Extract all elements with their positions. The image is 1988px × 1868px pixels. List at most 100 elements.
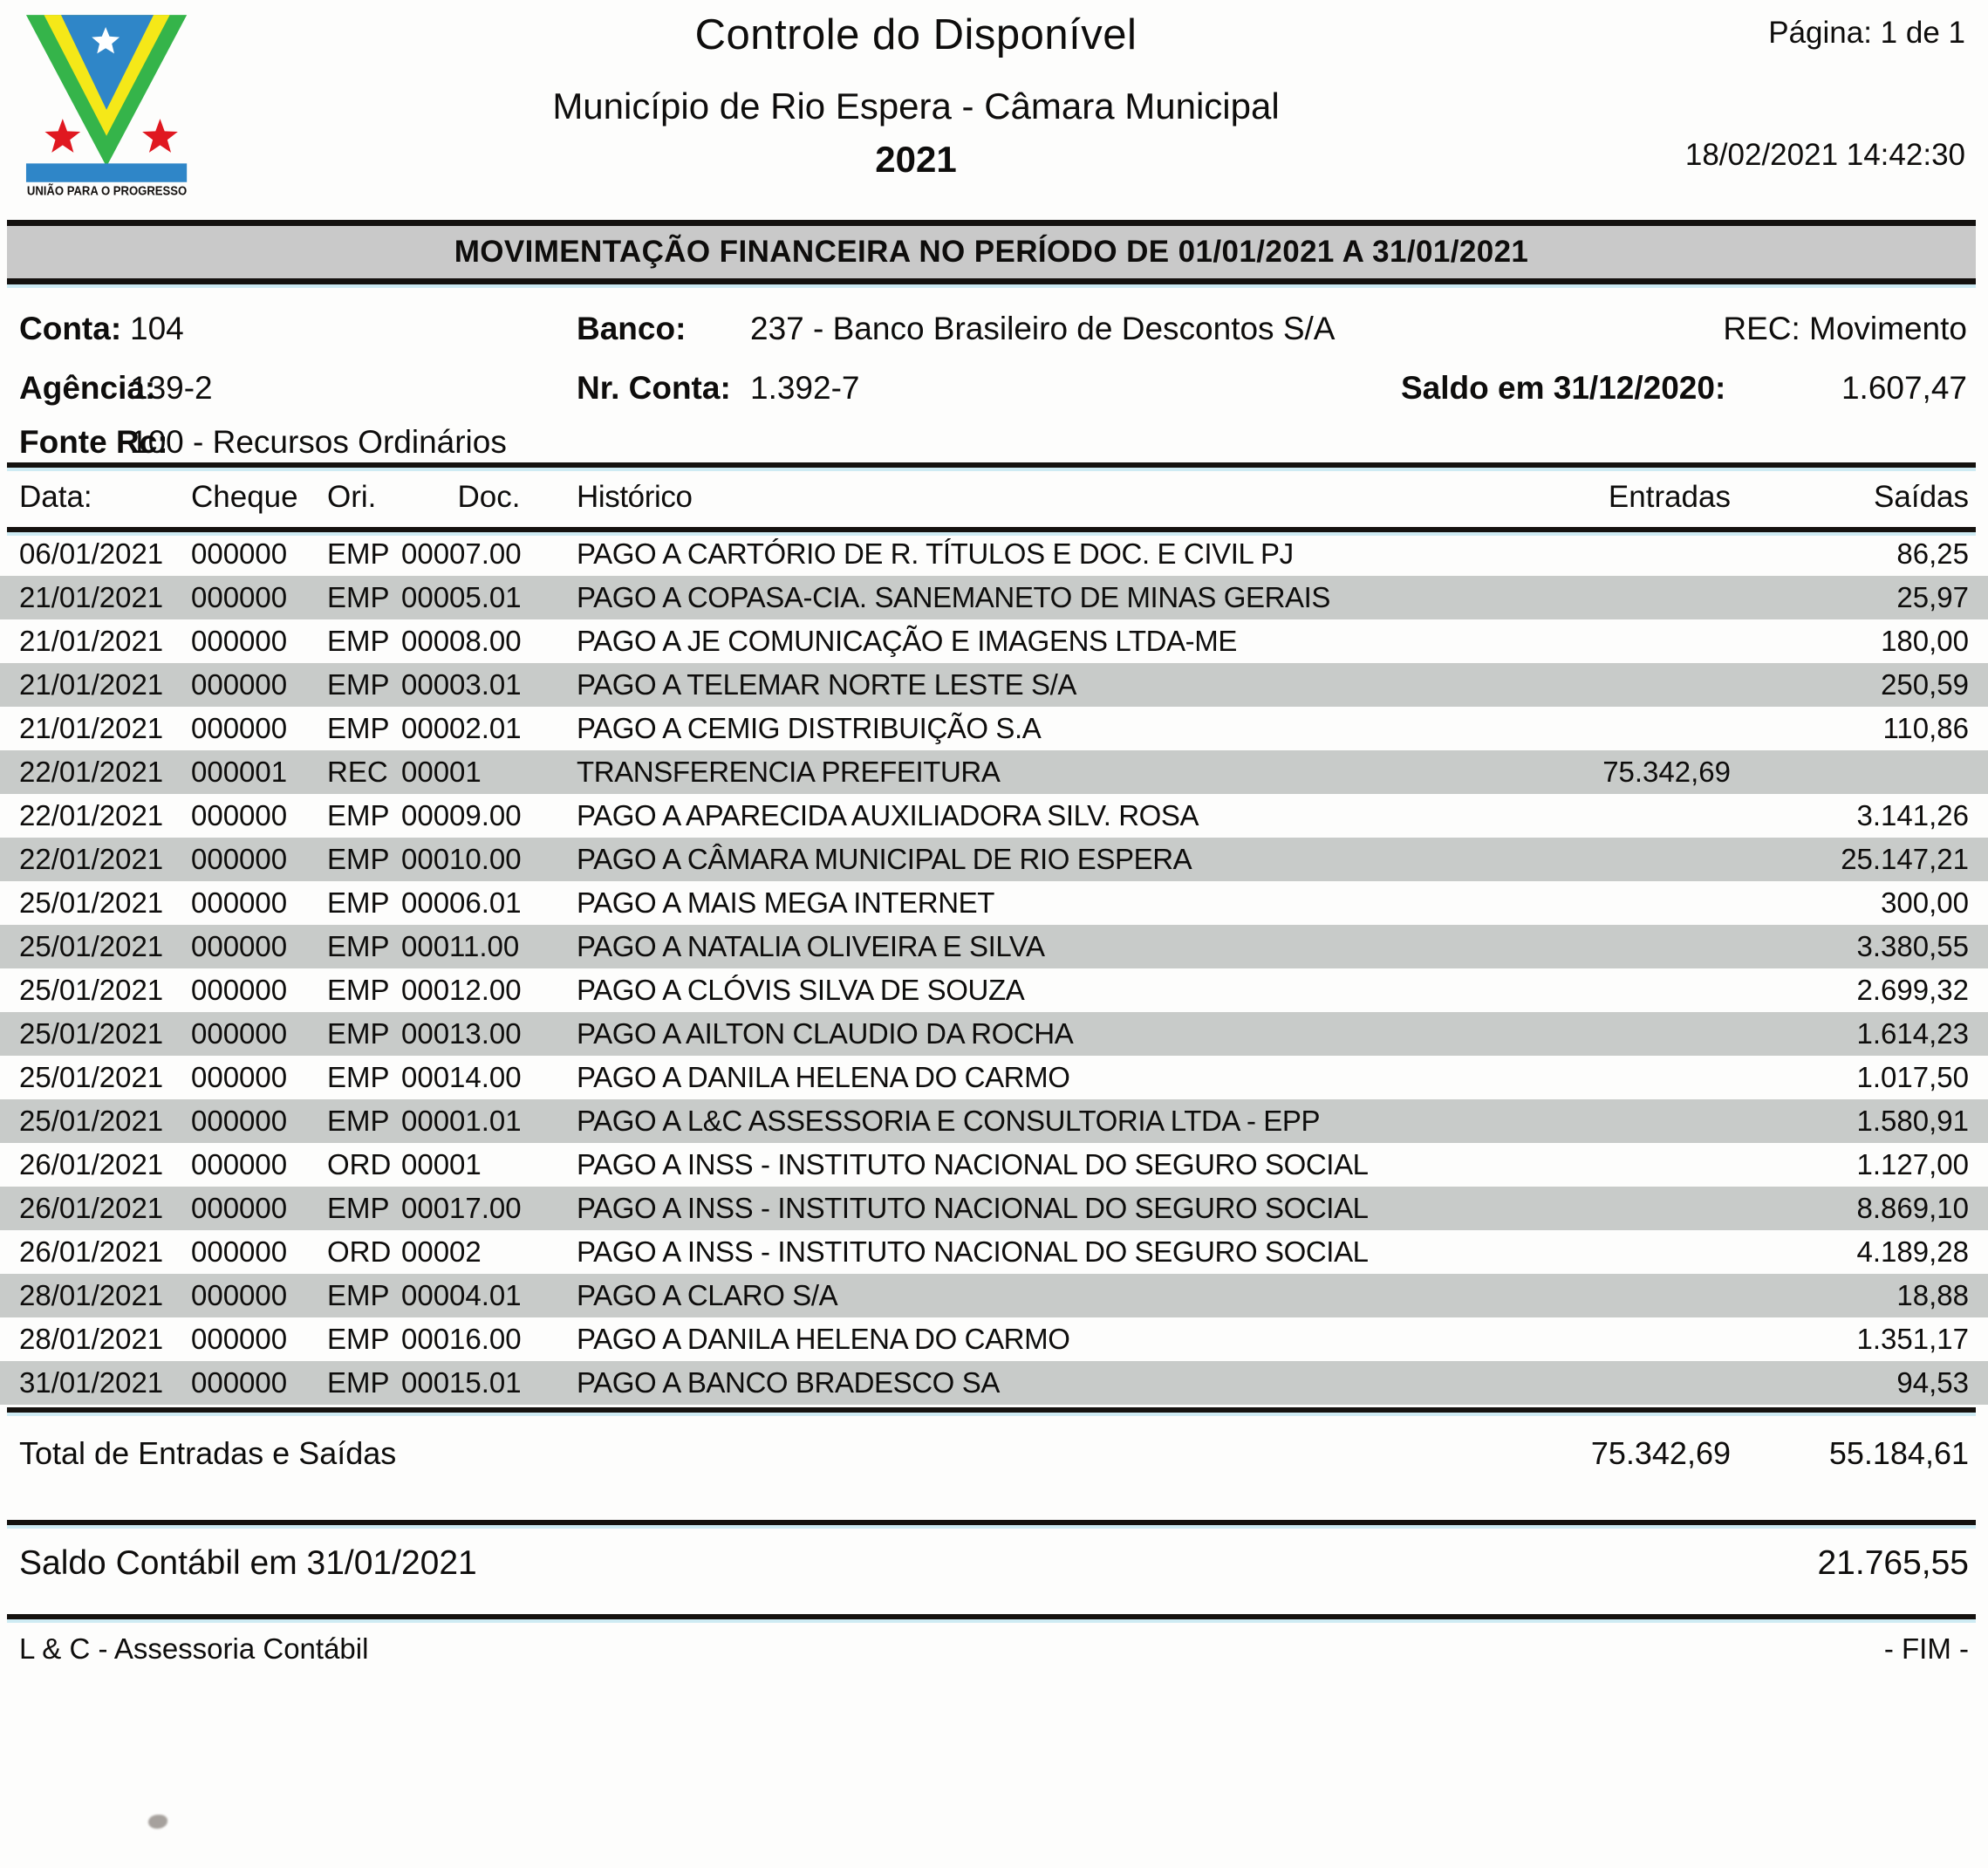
cell-ori: EMP: [327, 799, 390, 831]
transaction-row: 21/01/2021 000000 EMP 00008.00 PAGO A JE COM…: [0, 619, 1988, 663]
cell-cheque: 000000: [191, 1148, 288, 1180]
cell-entradas: [1443, 1317, 1731, 1361]
transaction-row: 25/01/2021 000000 EMP 00001.01 PAGO A L&C AS…: [0, 1099, 1988, 1143]
cell-cheque: 000000: [191, 712, 288, 744]
cell-historico: PAGO A L&C ASSESSORIA E CONSULTORIA LTDA…: [577, 1105, 1321, 1137]
cell-historico: PAGO A DANILA HELENA DO CARMO: [577, 1323, 1070, 1355]
period-banner: MOVIMENTAÇÃO FINANCEIRA NO PERÍODO DE 01…: [7, 220, 1976, 284]
closing-balance-label: Saldo Contábil em 31/01/2021: [19, 1544, 477, 1582]
cell-cheque: 000000: [191, 1017, 288, 1050]
nr-conta-label: Nr. Conta:: [577, 370, 731, 406]
cell-doc: 00005.01: [401, 581, 522, 613]
cell-doc: 00006.01: [401, 886, 522, 919]
divider-line: [7, 1407, 1976, 1413]
cell-entradas: 75.342,69: [1602, 756, 1731, 788]
cell-saidas: 4.189,28: [1856, 1235, 1969, 1268]
cell-cheque: 000000: [191, 1323, 288, 1355]
closing-balance-value: 21.765,55: [1817, 1544, 1969, 1582]
fonte-value: 100 - Recursos Ordinários: [130, 424, 507, 460]
cell-cheque: 000000: [191, 799, 288, 831]
cell-saidas: 18,88: [1896, 1279, 1969, 1311]
col-header-ori: Ori.: [327, 480, 377, 514]
cell-saidas: 1.351,17: [1856, 1323, 1969, 1355]
cell-ori: EMP: [327, 712, 390, 744]
cell-entradas: [1443, 1361, 1731, 1405]
transaction-row: 25/01/2021 000000 EMP 00011.00 PAGO A NATALI…: [0, 925, 1988, 968]
cell-doc: 00007.00: [401, 537, 522, 570]
cell-entradas: [1443, 663, 1731, 707]
cell-ori: EMP: [327, 1061, 390, 1093]
cell-historico: PAGO A AILTON CLAUDIO DA ROCHA: [577, 1017, 1074, 1050]
transaction-row: 21/01/2021 000000 EMP 00003.01 PAGO A TELEMA…: [0, 663, 1988, 707]
transactions-body: 06/01/2021 000000 EMP 00007.00 PAGO A CARTÓR…: [0, 532, 1988, 1405]
cell-entradas: [1443, 838, 1731, 881]
report-subtitle: Município de Rio Espera - Câmara Municip…: [552, 86, 1280, 127]
cell-ori: EMP: [327, 581, 390, 613]
cell-cheque: 000000: [191, 930, 288, 962]
divider-line: [7, 527, 1976, 532]
cell-historico: PAGO A DANILA HELENA DO CARMO: [577, 1061, 1070, 1093]
cell-data: 26/01/2021: [19, 1148, 164, 1180]
cell-data: 22/01/2021: [19, 756, 164, 788]
cell-entradas: [1443, 1012, 1731, 1056]
transaction-row: 28/01/2021 000000 EMP 00004.01 PAGO A CLARO …: [0, 1274, 1988, 1317]
white-star-icon: [92, 27, 120, 54]
cell-historico: PAGO A MAIS MEGA INTERNET: [577, 886, 994, 919]
cell-saidas: 1.580,91: [1856, 1105, 1969, 1137]
cell-data: 25/01/2021: [19, 1017, 164, 1050]
nr-conta-value: 1.392-7: [750, 370, 860, 406]
cell-entradas: [1443, 532, 1731, 576]
cell-doc: 00013.00: [401, 1017, 522, 1050]
transaction-row: 21/01/2021 000000 EMP 00002.01 PAGO A CEMIG …: [0, 707, 1988, 750]
logo-motto: UNIÃO PARA O PROGRESSO: [27, 183, 187, 199]
cell-historico: PAGO A CÂMARA MUNICIPAL DE RIO ESPERA: [577, 843, 1192, 875]
cell-doc: 00015.01: [401, 1366, 522, 1399]
divider-line: [7, 462, 1976, 468]
cell-data: 25/01/2021: [19, 1061, 164, 1093]
cell-ori: EMP: [327, 1105, 390, 1137]
cell-saidas: 2.699,32: [1856, 974, 1969, 1006]
cell-saidas: 8.869,10: [1856, 1192, 1969, 1224]
cell-doc: 00003.01: [401, 668, 522, 701]
cell-data: 22/01/2021: [19, 799, 164, 831]
totals-saidas: 55.184,61: [1828, 1435, 1969, 1471]
cell-ori: EMP: [327, 1323, 390, 1355]
cell-saidas: 25.147,21: [1841, 843, 1969, 875]
cell-cheque: 000000: [191, 1366, 288, 1399]
cell-historico: PAGO A NATALIA OLIVEIRA E SILVA: [577, 930, 1045, 962]
agencia-label: Agência:: [19, 370, 156, 406]
cell-cheque: 000000: [191, 843, 288, 875]
cell-ori: EMP: [327, 886, 390, 919]
cell-entradas: [1443, 1056, 1731, 1099]
cell-data: 25/01/2021: [19, 930, 164, 962]
cell-data: 26/01/2021: [19, 1235, 164, 1268]
col-header-saidas: Saídas: [1874, 480, 1969, 514]
cell-data: 28/01/2021: [19, 1279, 164, 1311]
cell-doc: 00001: [401, 756, 482, 788]
cell-data: 25/01/2021: [19, 1105, 164, 1137]
transaction-row: 22/01/2021 000000 EMP 00010.00 PAGO A CÂMARA…: [0, 838, 1988, 881]
cell-ori: EMP: [327, 1192, 390, 1224]
cell-saidas: 1.127,00: [1856, 1148, 1969, 1180]
cell-ori: EMP: [327, 668, 390, 701]
cell-ori: EMP: [327, 1366, 390, 1399]
scan-artifact: [148, 1815, 167, 1829]
cell-cheque: 000000: [191, 1279, 288, 1311]
banco-label: Banco:: [577, 311, 687, 346]
footer-right: - FIM -: [1883, 1632, 1969, 1665]
saldo-anterior-label: Saldo em 31/12/2020:: [1401, 370, 1726, 406]
cell-entradas: [1443, 576, 1731, 619]
col-header-entradas: Entradas: [1608, 480, 1731, 514]
cell-historico: PAGO A CLÓVIS SILVA DE SOUZA: [577, 974, 1025, 1006]
cell-data: 25/01/2021: [19, 886, 164, 919]
cell-entradas: [1443, 1099, 1731, 1143]
cell-cheque: 000000: [191, 581, 288, 613]
agencia-value: 139-2: [130, 370, 213, 406]
table-header-row: Data: Cheque Ori. Doc. Histórico Entrada…: [0, 468, 1988, 527]
cell-ori: EMP: [327, 537, 390, 570]
cell-historico: PAGO A INSS - INSTITUTO NACIONAL DO SEGU…: [577, 1148, 1369, 1180]
cell-saidas: 86,25: [1896, 537, 1969, 570]
cell-data: 26/01/2021: [19, 1192, 164, 1224]
cell-saidas: 250,59: [1881, 668, 1969, 701]
cell-cheque: 000000: [191, 668, 288, 701]
